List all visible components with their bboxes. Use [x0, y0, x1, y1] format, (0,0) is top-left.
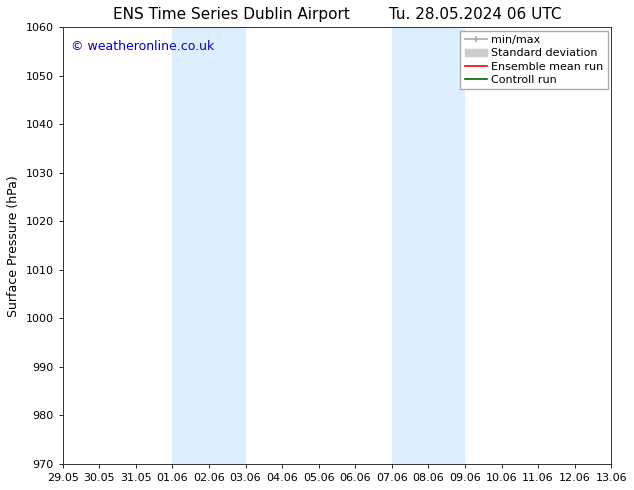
Bar	[172, 27, 245, 464]
Text: © weatheronline.co.uk: © weatheronline.co.uk	[71, 40, 214, 53]
Title: ENS Time Series Dublin Airport        Tu. 28.05.2024 06 UTC: ENS Time Series Dublin Airport Tu. 28.05…	[113, 7, 561, 22]
Y-axis label: Surface Pressure (hPa): Surface Pressure (hPa)	[7, 175, 20, 317]
Legend: min/max, Standard deviation, Ensemble mean run, Controll run: min/max, Standard deviation, Ensemble me…	[460, 30, 608, 90]
Bar	[392, 27, 465, 464]
